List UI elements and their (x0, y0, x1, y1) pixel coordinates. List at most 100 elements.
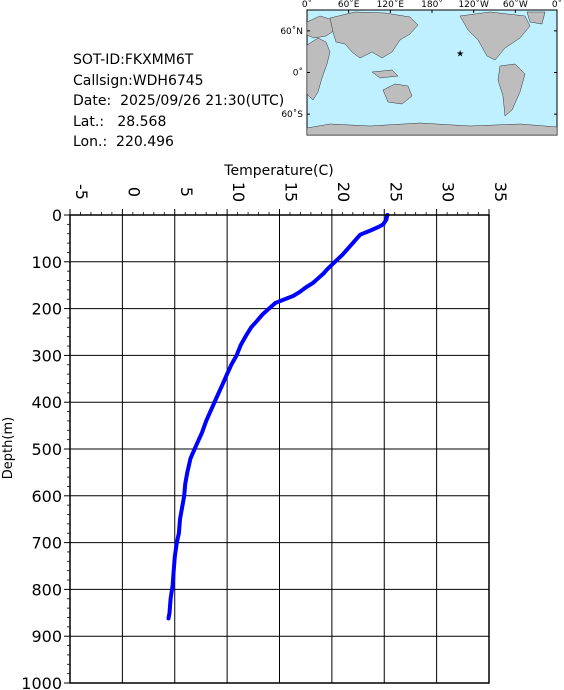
temperature-data-point (381, 222, 385, 226)
temperature-data-point (297, 290, 302, 294)
temperature-data-point (316, 276, 320, 280)
indonesia-islands (371, 69, 399, 79)
x-tick-label: 20 (334, 182, 353, 202)
temperature-data-point (340, 253, 344, 257)
africa-landmass (306, 37, 331, 101)
temperature-data-point (167, 611, 172, 615)
map-lon-label: 60˚E (338, 0, 360, 10)
temperature-data-point (384, 218, 388, 222)
temperature-data-point (215, 395, 219, 400)
map-lat-label: 60˚S (281, 109, 303, 120)
map-frame: 0˚ 60˚E 120˚E 180˚ 120˚W 60˚W 0˚ 60˚N 0˚ 60˚S ★ (280, 0, 562, 136)
temperature-data-point (353, 239, 357, 243)
x-tick-label: 0 (124, 187, 143, 197)
y-tick-label: 500 (31, 440, 62, 459)
australia-landmass (382, 83, 413, 105)
map-longitude-labels: 0˚ 60˚E 120˚E 180˚ 120˚W 60˚W 0˚ (302, 0, 562, 13)
temperature-profile-line (166, 213, 390, 621)
y-tick-label: 800 (31, 580, 62, 599)
temperature-data-point (171, 583, 175, 587)
x-tick-label: 15 (282, 182, 301, 202)
temperature-data-point (370, 228, 374, 232)
map-lon-label: 0˚ (552, 0, 562, 10)
x-tick-label: -5 (72, 184, 91, 200)
temperature-data-point (273, 301, 277, 305)
temperature-data-point (283, 297, 287, 301)
longitude-label: Lon.: 220.496 (73, 134, 174, 150)
temperature-data-point (182, 494, 186, 498)
x-tick-label: 30 (439, 182, 458, 202)
europe-landmass (306, 15, 336, 39)
x-tick-label: 35 (491, 182, 510, 202)
date-label: Date: 2025/09/26 21:30(UTC) (73, 93, 285, 109)
temperature-data-point (239, 343, 243, 347)
temperature-data-point (347, 246, 351, 250)
temperature-data-point (229, 363, 233, 367)
land-masses (306, 11, 558, 136)
temperature-data-point (168, 597, 173, 601)
map-lon-label: 180˚ (421, 0, 443, 10)
north-america-landmass (459, 11, 531, 61)
temperature-data-point (234, 353, 239, 357)
temperature-data-point (377, 225, 381, 229)
y-tick-label: 400 (31, 393, 62, 412)
y-tick-label: 700 (31, 534, 62, 553)
x-tick-label: 10 (229, 182, 248, 202)
float-info-panel: SOT-ID:FKXMM6T Callsign:WDH6745 Date: 20… (73, 50, 284, 153)
float-location-star-icon: ★ (456, 50, 464, 60)
map-lon-label: 0˚ (302, 0, 312, 10)
temperature-data-point (200, 431, 204, 435)
map-lat-label: 0˚ (293, 68, 303, 79)
temperature-data-point (166, 616, 171, 621)
south-america-landmass (497, 63, 526, 117)
temperature-data-point (304, 285, 308, 290)
greenland-landmass (526, 11, 546, 25)
temperature-data-point (172, 569, 176, 573)
temperature-data-point (185, 470, 189, 474)
temperature-data-point (195, 442, 199, 446)
location-map: 0˚ 60˚E 120˚E 180˚ 120˚W 60˚W 0˚ 60˚N 0˚ 60˚S ★ (280, 0, 562, 136)
latitude-label: Lat.: 28.568 (73, 113, 167, 130)
chart-series (166, 213, 390, 621)
temperature-data-point (178, 517, 182, 521)
temperature-data-point (183, 482, 187, 486)
map-lon-label: 120˚E (377, 0, 405, 10)
y-tick-label: 100 (31, 253, 62, 272)
map-lon-label: 60˚W (503, 0, 528, 10)
temperature-data-point (255, 318, 260, 322)
temperature-data-point (204, 419, 208, 423)
temperature-data-point (220, 384, 224, 388)
temperature-data-point (177, 531, 181, 535)
x-axis-title: Temperature(C) (223, 163, 333, 179)
callsign-label: Callsign:WDH6745 (73, 72, 204, 89)
plot-frame (69, 214, 490, 684)
y-tick-label: 900 (31, 627, 62, 646)
map-latitude-labels: 60˚N 0˚ 60˚S (280, 26, 557, 120)
sot-id-label: SOT-ID:FKXMM6T (73, 52, 194, 68)
temperature-data-point (175, 541, 179, 545)
map-lon-label: 120˚W (458, 0, 489, 10)
temperature-data-point (326, 267, 330, 271)
y-tick-label: 1000 (21, 674, 62, 690)
temperature-data-point (311, 281, 315, 285)
temperature-data-point (180, 505, 184, 510)
temperature-data-point (173, 555, 177, 559)
temperature-data-point (188, 456, 193, 460)
y-tick-label: 300 (31, 346, 62, 365)
y-tick-label: 0 (52, 206, 62, 225)
temperature-data-point (291, 294, 295, 298)
temperature-data-point (209, 407, 214, 411)
chart-axes: -5 0 5 10 15 20 25 30 35 0 100 200 300 400 500 600 700 80… (21, 182, 510, 690)
x-tick-label: 25 (386, 182, 405, 202)
temperature-data-point (261, 312, 265, 316)
temperature-data-point (244, 334, 248, 338)
antarctica-landmass (306, 122, 558, 136)
temperature-data-point (321, 271, 326, 276)
temperature-data-point (333, 260, 337, 264)
map-lat-label: 60˚N (280, 26, 303, 37)
asia-landmass (329, 11, 419, 59)
y-tick-label: 600 (31, 487, 62, 506)
chart-grid (69, 214, 490, 684)
x-tick-label: 5 (177, 187, 196, 197)
